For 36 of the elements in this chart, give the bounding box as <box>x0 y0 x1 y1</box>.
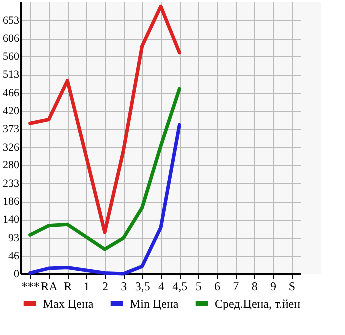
line-series <box>28 4 182 234</box>
line-series <box>28 123 182 276</box>
x-tick-label: 5 <box>196 280 202 294</box>
x-tick-label: 8 <box>252 280 258 294</box>
x-tick-label: 7 <box>233 280 240 294</box>
y-tick-label: 140 <box>3 214 20 226</box>
y-tick-label: 606 <box>3 33 20 46</box>
x-tick-label: 1 <box>84 280 90 294</box>
y-tick-label: 46 <box>8 250 20 263</box>
y-tick-label: 513 <box>3 69 20 82</box>
x-tick-label: R <box>64 280 72 294</box>
legend-label: Min Цена <box>130 297 180 311</box>
y-tick-label: 280 <box>3 160 20 172</box>
x-tick-label: S <box>288 280 296 294</box>
y-tick-label: 93 <box>8 232 20 244</box>
x-tick-label: 4 <box>158 280 164 294</box>
x-tick-label: 3 <box>121 280 128 294</box>
x-tick-label: 4,5 <box>172 280 188 294</box>
y-tick-label: 186 <box>3 196 20 208</box>
x-tick-label: 2 <box>102 280 108 294</box>
y-tick-label: 0 <box>14 268 20 280</box>
x-tick-label: *** <box>22 280 40 294</box>
y-tick-label: 233 <box>3 178 20 190</box>
y-tick-label: 653 <box>3 14 20 27</box>
legend-label: Сред.Цена, т.йен <box>215 297 302 311</box>
y-tick-label: 560 <box>3 50 20 63</box>
y-tick-label: 420 <box>3 105 20 118</box>
y-tick-label: 373 <box>3 124 20 136</box>
x-tick-label: RA <box>41 280 58 294</box>
y-tick-label: 326 <box>3 142 20 154</box>
line-series <box>28 87 182 252</box>
x-tick-label: 9 <box>270 280 276 294</box>
y-tick-label: 466 <box>3 87 20 100</box>
x-tick-label: 3,5 <box>135 280 150 294</box>
legend-label: Max Цена <box>43 297 94 311</box>
x-tick-label: 6 <box>214 280 220 294</box>
